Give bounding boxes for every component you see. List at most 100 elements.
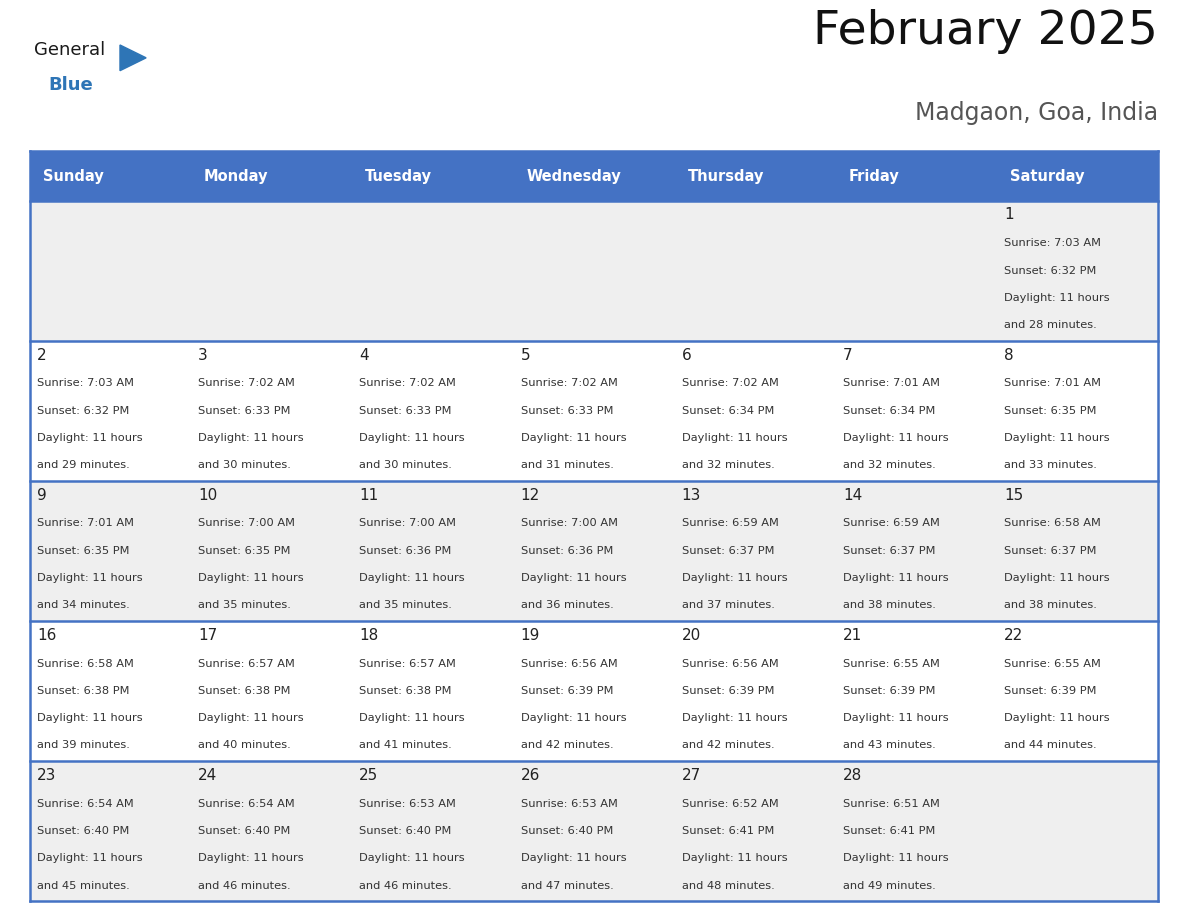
Text: Sunrise: 6:56 AM: Sunrise: 6:56 AM <box>520 658 618 668</box>
Text: 14: 14 <box>843 487 862 503</box>
Text: Sunrise: 7:01 AM: Sunrise: 7:01 AM <box>37 519 134 529</box>
Text: and 32 minutes.: and 32 minutes. <box>682 460 775 470</box>
Text: 3: 3 <box>198 348 208 363</box>
Text: Sunrise: 7:01 AM: Sunrise: 7:01 AM <box>1004 378 1101 388</box>
Text: Daylight: 11 hours: Daylight: 11 hours <box>682 573 788 583</box>
Text: Sunrise: 6:55 AM: Sunrise: 6:55 AM <box>843 658 940 668</box>
Text: and 34 minutes.: and 34 minutes. <box>37 600 129 610</box>
Text: Sunrise: 6:57 AM: Sunrise: 6:57 AM <box>359 658 456 668</box>
Text: and 39 minutes.: and 39 minutes. <box>37 741 129 751</box>
Text: Sunset: 6:34 PM: Sunset: 6:34 PM <box>682 406 775 416</box>
Text: Thursday: Thursday <box>688 169 764 184</box>
Text: Daylight: 11 hours: Daylight: 11 hours <box>198 713 304 723</box>
Text: General: General <box>34 41 106 60</box>
Text: Daylight: 11 hours: Daylight: 11 hours <box>520 713 626 723</box>
Text: Sunrise: 7:00 AM: Sunrise: 7:00 AM <box>520 519 618 529</box>
Text: Daylight: 11 hours: Daylight: 11 hours <box>1004 573 1110 583</box>
Text: Sunrise: 6:52 AM: Sunrise: 6:52 AM <box>682 799 778 809</box>
Text: and 33 minutes.: and 33 minutes. <box>1004 460 1097 470</box>
Text: Daylight: 11 hours: Daylight: 11 hours <box>359 433 465 443</box>
Text: Sunday: Sunday <box>43 169 103 184</box>
Text: 21: 21 <box>843 628 862 643</box>
Text: Madgaon, Goa, India: Madgaon, Goa, India <box>915 101 1158 125</box>
Text: Sunset: 6:37 PM: Sunset: 6:37 PM <box>843 546 935 555</box>
Text: 22: 22 <box>1004 628 1023 643</box>
Text: Sunset: 6:35 PM: Sunset: 6:35 PM <box>1004 406 1097 416</box>
Text: Sunset: 6:36 PM: Sunset: 6:36 PM <box>520 546 613 555</box>
Text: 24: 24 <box>198 767 217 783</box>
Text: 10: 10 <box>198 487 217 503</box>
Text: Daylight: 11 hours: Daylight: 11 hours <box>843 713 948 723</box>
Text: Sunset: 6:39 PM: Sunset: 6:39 PM <box>843 686 935 696</box>
Text: Sunrise: 7:02 AM: Sunrise: 7:02 AM <box>359 378 456 388</box>
Text: Daylight: 11 hours: Daylight: 11 hours <box>37 713 143 723</box>
Text: Sunrise: 6:57 AM: Sunrise: 6:57 AM <box>198 658 295 668</box>
Text: 7: 7 <box>843 348 853 363</box>
Text: 23: 23 <box>37 767 56 783</box>
Text: Sunset: 6:32 PM: Sunset: 6:32 PM <box>37 406 129 416</box>
Polygon shape <box>120 45 146 71</box>
Text: Sunrise: 7:03 AM: Sunrise: 7:03 AM <box>37 378 134 388</box>
Text: 13: 13 <box>682 487 701 503</box>
Text: Sunset: 6:35 PM: Sunset: 6:35 PM <box>37 546 129 555</box>
Text: 11: 11 <box>359 487 379 503</box>
Text: and 40 minutes.: and 40 minutes. <box>198 741 291 751</box>
Text: Daylight: 11 hours: Daylight: 11 hours <box>198 573 304 583</box>
Text: and 46 minutes.: and 46 minutes. <box>198 880 291 890</box>
Text: 20: 20 <box>682 628 701 643</box>
Text: 18: 18 <box>359 628 379 643</box>
Text: 8: 8 <box>1004 348 1013 363</box>
Text: Daylight: 11 hours: Daylight: 11 hours <box>198 433 304 443</box>
Text: and 42 minutes.: and 42 minutes. <box>682 741 775 751</box>
Text: and 47 minutes.: and 47 minutes. <box>520 880 613 890</box>
Text: February 2025: February 2025 <box>814 9 1158 54</box>
Text: Daylight: 11 hours: Daylight: 11 hours <box>359 713 465 723</box>
Text: Daylight: 11 hours: Daylight: 11 hours <box>520 573 626 583</box>
Text: Sunset: 6:33 PM: Sunset: 6:33 PM <box>359 406 451 416</box>
Text: and 38 minutes.: and 38 minutes. <box>1004 600 1097 610</box>
Text: and 32 minutes.: and 32 minutes. <box>843 460 936 470</box>
Text: 1: 1 <box>1004 207 1013 222</box>
Text: Daylight: 11 hours: Daylight: 11 hours <box>520 853 626 863</box>
Text: Sunrise: 6:59 AM: Sunrise: 6:59 AM <box>682 519 778 529</box>
Text: Sunset: 6:37 PM: Sunset: 6:37 PM <box>1004 546 1097 555</box>
Text: 6: 6 <box>682 348 691 363</box>
Text: Sunrise: 7:01 AM: Sunrise: 7:01 AM <box>843 378 940 388</box>
Text: 26: 26 <box>520 767 539 783</box>
Text: Daylight: 11 hours: Daylight: 11 hours <box>843 853 948 863</box>
Text: and 29 minutes.: and 29 minutes. <box>37 460 129 470</box>
Text: Friday: Friday <box>848 169 899 184</box>
Text: and 48 minutes.: and 48 minutes. <box>682 880 775 890</box>
Text: Sunset: 6:36 PM: Sunset: 6:36 PM <box>359 546 451 555</box>
Text: 19: 19 <box>520 628 539 643</box>
Text: Daylight: 11 hours: Daylight: 11 hours <box>1004 293 1110 303</box>
Text: Daylight: 11 hours: Daylight: 11 hours <box>520 433 626 443</box>
Text: Daylight: 11 hours: Daylight: 11 hours <box>37 433 143 443</box>
Text: Sunset: 6:39 PM: Sunset: 6:39 PM <box>682 686 775 696</box>
Text: and 31 minutes.: and 31 minutes. <box>520 460 613 470</box>
Text: and 43 minutes.: and 43 minutes. <box>843 741 936 751</box>
Text: Sunset: 6:32 PM: Sunset: 6:32 PM <box>1004 265 1097 275</box>
Bar <box>513 151 675 201</box>
Text: Daylight: 11 hours: Daylight: 11 hours <box>682 433 788 443</box>
Text: Sunrise: 6:54 AM: Sunrise: 6:54 AM <box>198 799 295 809</box>
Text: and 35 minutes.: and 35 minutes. <box>359 600 453 610</box>
Text: 2: 2 <box>37 348 46 363</box>
Text: Sunset: 6:40 PM: Sunset: 6:40 PM <box>520 826 613 836</box>
Bar <box>352 151 513 201</box>
Text: and 30 minutes.: and 30 minutes. <box>359 460 453 470</box>
Bar <box>836 151 997 201</box>
Text: 27: 27 <box>682 767 701 783</box>
Text: Sunrise: 6:55 AM: Sunrise: 6:55 AM <box>1004 658 1101 668</box>
Text: Sunset: 6:40 PM: Sunset: 6:40 PM <box>198 826 290 836</box>
Text: Sunrise: 7:02 AM: Sunrise: 7:02 AM <box>682 378 778 388</box>
Text: Daylight: 11 hours: Daylight: 11 hours <box>37 573 143 583</box>
Text: Sunrise: 6:51 AM: Sunrise: 6:51 AM <box>843 799 940 809</box>
Bar <box>30 621 1158 761</box>
Bar <box>191 151 352 201</box>
Text: Sunset: 6:33 PM: Sunset: 6:33 PM <box>520 406 613 416</box>
Text: 12: 12 <box>520 487 539 503</box>
Text: Tuesday: Tuesday <box>365 169 432 184</box>
Text: 17: 17 <box>198 628 217 643</box>
Text: 5: 5 <box>520 348 530 363</box>
